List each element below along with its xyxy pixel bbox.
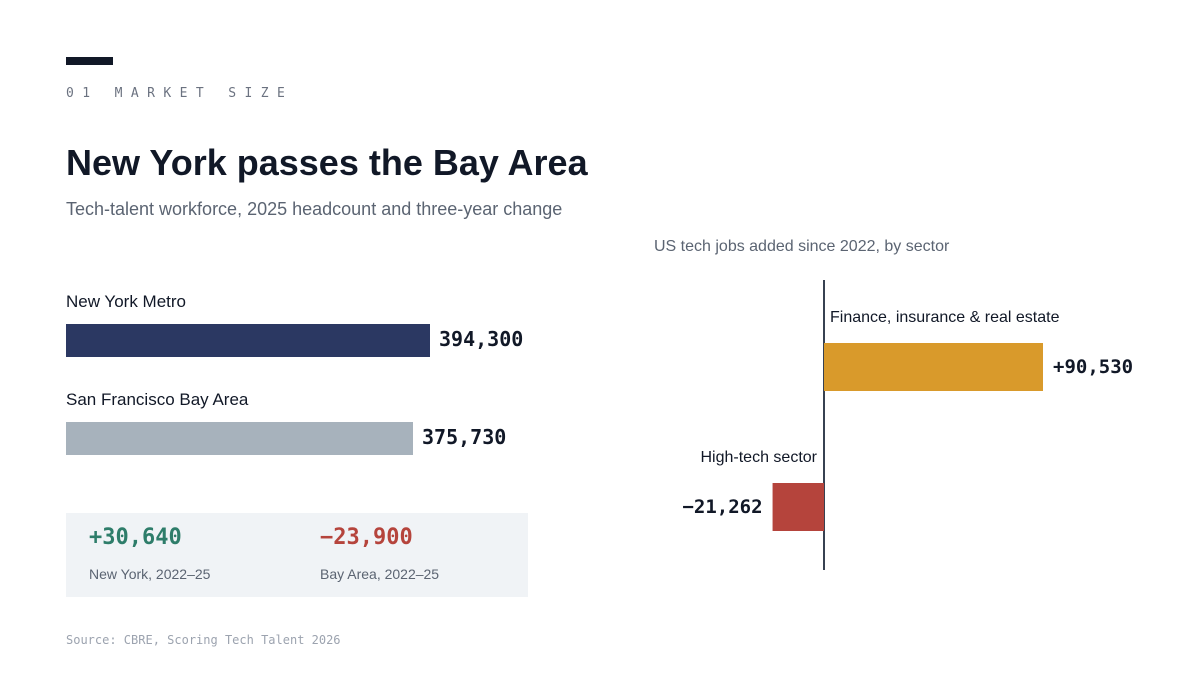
sector-chart-title: US tech jobs added since 2022, by sector [654,238,950,255]
change-summary-box: +30,640 New York, 2022–25 −23,900 Bay Ar… [66,513,528,597]
sector-value-finance: +90,530 [1053,356,1133,378]
sector-label-finance: Finance, insurance & real estate [830,309,1060,326]
headcount-value-bay-area: 375,730 [422,425,507,449]
headcount-bar-new-york [66,324,430,357]
headcount-label-bay-area: San Francisco Bay Area [66,390,249,409]
sector-bar-finance [824,343,1043,391]
change-value-new-york: +30,640 [89,525,182,550]
accent-bar [66,57,113,65]
page-subtitle: Tech-talent workforce, 2025 headcount an… [66,199,563,219]
section-kicker: 01 MARKET SIZE [66,86,294,101]
headcount-value-new-york: 394,300 [439,327,524,351]
source-note: Source: CBRE, Scoring Tech Talent 2026 [66,633,341,647]
sector-bar-high-tech [772,483,824,531]
sector-value-high-tech: −21,262 [682,496,762,518]
sector-label-high-tech: High-tech sector [701,449,818,466]
change-caption-new-york: New York, 2022–25 [89,566,211,582]
headcount-label-new-york: New York Metro [66,292,186,311]
headcount-bar-bay-area [66,422,413,455]
change-value-bay-area: −23,900 [320,525,413,550]
change-caption-bay-area: Bay Area, 2022–25 [320,566,440,582]
page-title: New York passes the Bay Area [66,142,588,183]
